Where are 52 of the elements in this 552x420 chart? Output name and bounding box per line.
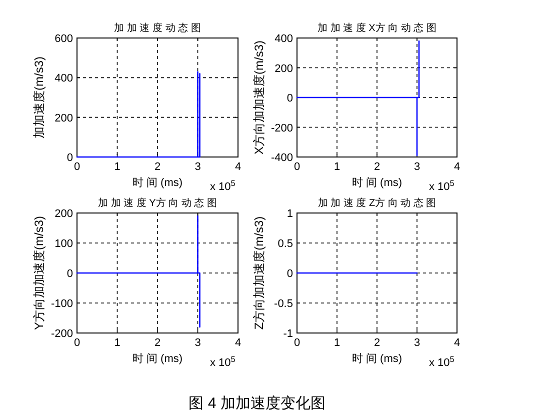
- chart-title: 加 加 速 度 Y方 向 动 态 图: [98, 197, 217, 209]
- y-tick-label: 0: [286, 92, 293, 104]
- x-tick-label: 2: [374, 161, 380, 173]
- y-tick-label: -100: [50, 298, 73, 310]
- y-tick-label: -0.5: [274, 298, 293, 310]
- x-axis-title: 时 间 (ms): [352, 176, 402, 189]
- y-tick-label: -400: [270, 152, 293, 164]
- text: x 10$^{5}$: [429, 178, 455, 193]
- x-tick-label: 2: [154, 161, 161, 173]
- x-tick-label: 4: [234, 161, 242, 173]
- y-tick-label: 100: [54, 238, 73, 250]
- x-tick-label: 3: [414, 337, 420, 349]
- y-axis-title: Z方向加加速度(m/s3): [252, 216, 266, 330]
- y-tick-label: -1: [283, 328, 293, 340]
- x-tick-label: 2: [154, 337, 161, 349]
- x-axis-title: 时 间 (ms): [132, 176, 183, 189]
- x-tick-label: 2: [374, 337, 380, 349]
- x-axis-title: 时 间 (ms): [132, 352, 183, 365]
- y-tick-label: 0: [286, 268, 293, 280]
- y-tick-label: 400: [54, 72, 73, 85]
- text: x 10$^{5}$: [210, 354, 236, 369]
- x-tick-label: 3: [194, 161, 201, 173]
- y-tick-label: 400: [274, 33, 293, 45]
- chart-title: 加 加 速 度 X方 向 动 态 图: [318, 22, 436, 34]
- y-tick-label: 200: [274, 62, 293, 75]
- caption: 图 4 加加速度变化图: [188, 395, 326, 412]
- y-tick-label: 200: [54, 208, 73, 220]
- x-tick-label: 3: [414, 161, 420, 173]
- y-axis-title: Y方向加加速度(m/s3): [32, 216, 46, 330]
- y-tick-label: 600: [54, 33, 73, 45]
- x-tick-label: 4: [454, 337, 460, 349]
- y-tick-label: 0.5: [278, 238, 293, 250]
- x-axis-title: 时 间 (ms): [352, 352, 402, 365]
- x-tick-label: 1: [334, 161, 340, 173]
- text: x 10$^{5}$: [210, 178, 236, 193]
- y-axis-title: 加加速度(m/s3): [32, 56, 46, 138]
- x-tick-label: 4: [234, 337, 242, 349]
- x-tick-label: 4: [454, 161, 460, 173]
- y-tick-label: 0: [66, 268, 73, 280]
- y-axis-title: X方向加加速度(m/s3): [252, 40, 266, 154]
- text: x 10$^{5}$: [429, 354, 455, 369]
- x-tick-label: 1: [114, 161, 120, 173]
- chart-title: 加 加 速 度 动 态 图: [114, 22, 201, 34]
- y-tick-label: 200: [54, 112, 73, 124]
- x-tick-label: 3: [194, 337, 201, 349]
- x-tick-label: 1: [114, 337, 120, 349]
- chart-title: 加 加 速 度 Z方 向 动 态 图: [318, 197, 436, 209]
- y-tick-label: -200: [50, 328, 73, 340]
- y-tick-label: 0: [66, 152, 73, 164]
- y-tick-label: 1: [286, 208, 293, 220]
- x-tick-label: 1: [334, 337, 340, 349]
- y-tick-label: -200: [270, 122, 293, 134]
